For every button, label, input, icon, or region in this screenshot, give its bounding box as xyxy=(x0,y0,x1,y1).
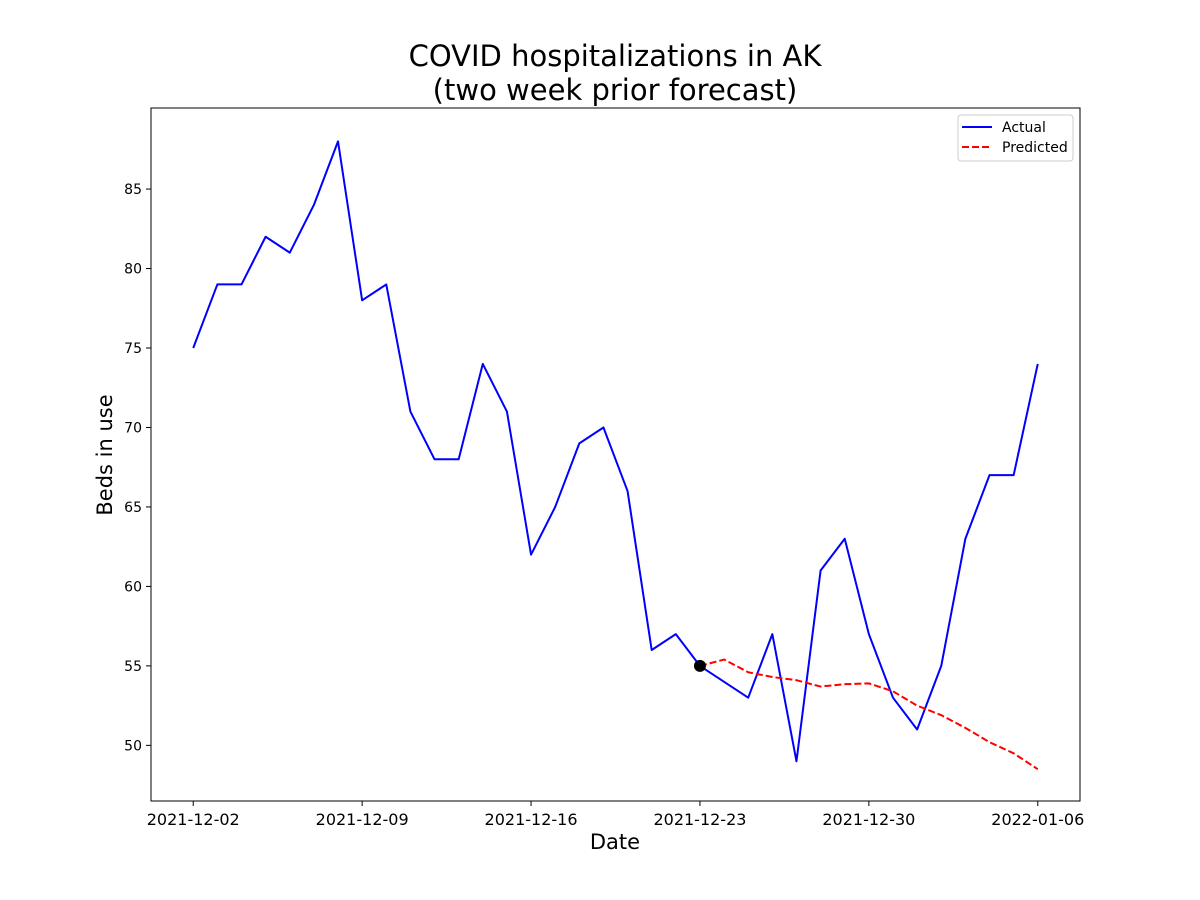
series-line-predicted xyxy=(699,658,1039,771)
y-tick-label: 65 xyxy=(124,500,142,516)
y-tick-label: 50 xyxy=(124,738,142,754)
y-tick-label: 75 xyxy=(124,341,142,357)
series-markers xyxy=(693,659,706,672)
x-tick-label: 2021-12-30 xyxy=(822,810,915,829)
x-tick-label: 2021-12-09 xyxy=(316,810,409,829)
y-tick-label: 80 xyxy=(124,262,142,278)
plot-frame xyxy=(150,107,1081,802)
y-tick-label: 55 xyxy=(124,659,142,675)
y-axis-label: Beds in use xyxy=(93,394,117,515)
legend-label-actual: Actual xyxy=(1002,120,1046,136)
x-tick-label: 2021-12-23 xyxy=(653,810,746,829)
y-tick-label: 70 xyxy=(124,420,142,436)
legend-label-predicted: Predicted xyxy=(1002,140,1068,156)
x-tick-label: 2021-12-16 xyxy=(485,810,578,829)
x-axis-label: Date xyxy=(590,830,640,854)
axis-ticks: 50 55 60 65 70 75 80 85 2021-12-02 2021-12-09 2021… xyxy=(124,182,1084,829)
forecast-start-marker xyxy=(693,659,706,672)
x-tick-label: 2022-01-06 xyxy=(991,810,1084,829)
chart-subtitle: (two week prior forecast) xyxy=(433,73,798,107)
chart-title: COVID hospitalizations in AK xyxy=(409,39,823,73)
series-line-actual xyxy=(192,140,1039,763)
y-tick-label: 60 xyxy=(124,579,142,595)
x-tick-label: 2021-12-02 xyxy=(147,810,240,829)
series-lines xyxy=(192,140,1039,771)
legend: Actual Predicted xyxy=(957,114,1074,162)
y-tick-label: 85 xyxy=(124,182,142,198)
